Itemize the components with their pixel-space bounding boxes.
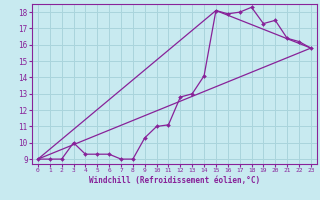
X-axis label: Windchill (Refroidissement éolien,°C): Windchill (Refroidissement éolien,°C): [89, 176, 260, 185]
